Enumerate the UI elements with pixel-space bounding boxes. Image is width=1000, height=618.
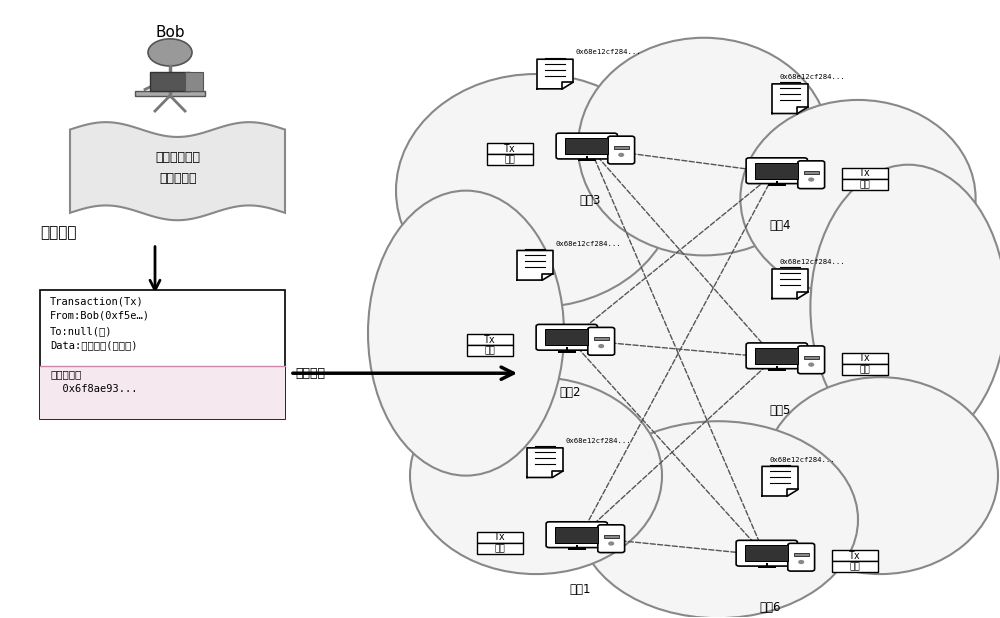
Ellipse shape bbox=[740, 100, 976, 297]
FancyBboxPatch shape bbox=[842, 353, 888, 364]
Text: 高级语言编写
的智能合约: 高级语言编写 的智能合约 bbox=[156, 151, 200, 185]
Polygon shape bbox=[755, 163, 798, 179]
FancyBboxPatch shape bbox=[798, 161, 825, 188]
Polygon shape bbox=[555, 527, 598, 543]
Polygon shape bbox=[527, 448, 563, 478]
Polygon shape bbox=[517, 250, 553, 280]
Text: 发送交易: 发送交易 bbox=[295, 366, 325, 379]
Text: Tx: Tx bbox=[859, 353, 871, 363]
FancyBboxPatch shape bbox=[556, 133, 617, 159]
Polygon shape bbox=[565, 138, 608, 154]
Text: 签名: 签名 bbox=[485, 347, 495, 355]
Text: Tx: Tx bbox=[859, 168, 871, 179]
Text: 节点6: 节点6 bbox=[759, 601, 781, 614]
Polygon shape bbox=[537, 59, 573, 89]
Text: 节点1: 节点1 bbox=[569, 583, 591, 596]
Text: 节点4: 节点4 bbox=[769, 219, 791, 232]
Ellipse shape bbox=[810, 165, 1000, 450]
Bar bbox=[185, 72, 203, 91]
FancyBboxPatch shape bbox=[467, 345, 513, 357]
Circle shape bbox=[809, 178, 814, 181]
Text: Tx: Tx bbox=[504, 144, 516, 154]
Text: 签名: 签名 bbox=[860, 365, 870, 374]
Text: 节点2: 节点2 bbox=[559, 386, 581, 399]
Text: 签名: 签名 bbox=[860, 180, 870, 189]
Circle shape bbox=[609, 542, 614, 545]
Ellipse shape bbox=[763, 377, 998, 574]
Polygon shape bbox=[762, 467, 798, 496]
Text: 0x68e12cf284...: 0x68e12cf284... bbox=[575, 49, 641, 56]
FancyBboxPatch shape bbox=[598, 525, 625, 552]
FancyBboxPatch shape bbox=[798, 346, 825, 374]
Text: 签名: 签名 bbox=[495, 544, 505, 553]
FancyBboxPatch shape bbox=[842, 179, 888, 190]
Text: 0x68e12cf284...: 0x68e12cf284... bbox=[770, 457, 836, 463]
FancyBboxPatch shape bbox=[588, 328, 615, 355]
FancyBboxPatch shape bbox=[608, 136, 635, 164]
FancyBboxPatch shape bbox=[487, 143, 533, 154]
Ellipse shape bbox=[578, 38, 830, 255]
Polygon shape bbox=[772, 269, 808, 298]
Text: 数字签名：
  0x6f8ae93...: 数字签名： 0x6f8ae93... bbox=[50, 369, 138, 394]
FancyBboxPatch shape bbox=[477, 532, 523, 543]
FancyBboxPatch shape bbox=[736, 540, 797, 566]
Bar bbox=[594, 337, 609, 340]
Circle shape bbox=[799, 561, 804, 564]
Circle shape bbox=[148, 39, 192, 66]
Bar bbox=[135, 91, 205, 96]
Text: Tx: Tx bbox=[494, 532, 506, 543]
Bar bbox=[40, 290, 285, 420]
Text: Tx: Tx bbox=[849, 551, 861, 561]
FancyBboxPatch shape bbox=[467, 334, 513, 345]
Bar bbox=[150, 72, 190, 91]
Text: 签名: 签名 bbox=[850, 562, 860, 572]
Bar bbox=[794, 553, 809, 556]
Text: 0x68e12cf284...: 0x68e12cf284... bbox=[780, 259, 846, 265]
Polygon shape bbox=[755, 348, 798, 364]
Bar bbox=[804, 356, 819, 358]
Polygon shape bbox=[772, 84, 808, 114]
Ellipse shape bbox=[410, 377, 662, 574]
Text: 0x68e12cf284...: 0x68e12cf284... bbox=[780, 74, 846, 80]
FancyBboxPatch shape bbox=[832, 561, 878, 572]
FancyBboxPatch shape bbox=[536, 324, 597, 350]
Text: Transaction(Tx)
From:Bob(0xf5e…)
To:null(空)
Data:合约代码(字节码): Transaction(Tx) From:Bob(0xf5e…) To:null… bbox=[50, 296, 150, 350]
FancyBboxPatch shape bbox=[746, 158, 807, 184]
Ellipse shape bbox=[466, 152, 914, 515]
FancyBboxPatch shape bbox=[842, 364, 888, 375]
FancyBboxPatch shape bbox=[788, 543, 815, 571]
Ellipse shape bbox=[578, 421, 858, 618]
Bar bbox=[614, 146, 629, 149]
Text: Tx: Tx bbox=[484, 335, 496, 345]
Text: 节点5: 节点5 bbox=[769, 404, 791, 417]
Text: 0x68e12cf284...: 0x68e12cf284... bbox=[555, 240, 621, 247]
Text: 签名: 签名 bbox=[505, 155, 515, 164]
Ellipse shape bbox=[368, 190, 564, 476]
Text: 0x68e12cf284...: 0x68e12cf284... bbox=[565, 438, 631, 444]
Polygon shape bbox=[70, 122, 285, 220]
FancyBboxPatch shape bbox=[477, 543, 523, 554]
Ellipse shape bbox=[396, 74, 676, 307]
FancyBboxPatch shape bbox=[842, 168, 888, 179]
Bar bbox=[604, 535, 619, 538]
Polygon shape bbox=[745, 545, 788, 561]
FancyBboxPatch shape bbox=[746, 343, 807, 369]
Circle shape bbox=[619, 153, 624, 156]
Bar bbox=[40, 366, 285, 420]
FancyBboxPatch shape bbox=[487, 154, 533, 165]
Text: 节点3: 节点3 bbox=[579, 194, 601, 207]
FancyBboxPatch shape bbox=[546, 522, 607, 548]
Bar bbox=[804, 171, 819, 174]
Circle shape bbox=[809, 363, 814, 366]
Text: Bob: Bob bbox=[155, 25, 185, 40]
Circle shape bbox=[599, 345, 604, 347]
FancyBboxPatch shape bbox=[832, 551, 878, 561]
Text: 创建交易: 创建交易 bbox=[40, 225, 76, 240]
Polygon shape bbox=[545, 329, 588, 345]
